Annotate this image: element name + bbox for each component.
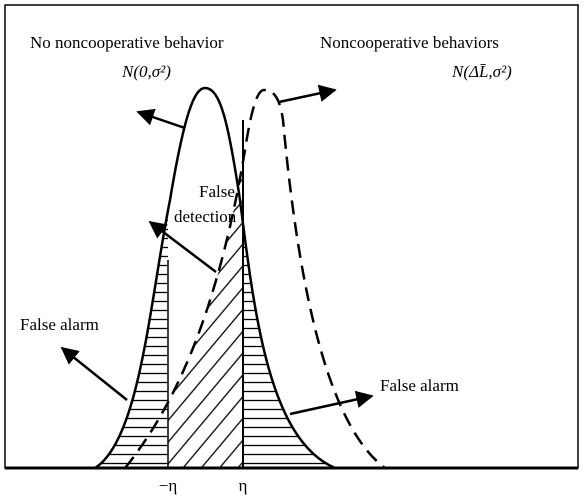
tick-label: −η [159,476,177,495]
label: No noncooperative behavior [30,33,224,52]
arrow [60,346,128,401]
dashed-curve [124,88,386,470]
label: N(ΔL̄,σ²) [451,62,512,81]
label: False alarm [380,376,459,395]
solid-curve [94,86,336,470]
label: False alarm [20,315,99,334]
label: detection [174,207,237,226]
false-alarm-region-left [95,200,168,468]
label: False [199,182,235,201]
tick-label: η [239,476,248,495]
arrow [289,390,374,416]
arrow [136,108,186,130]
arrow [278,84,337,104]
label: Noncooperative behaviors [320,33,499,52]
label: N(0,σ²) [121,62,171,81]
false-detection-region [168,90,243,468]
arrow [148,220,217,273]
